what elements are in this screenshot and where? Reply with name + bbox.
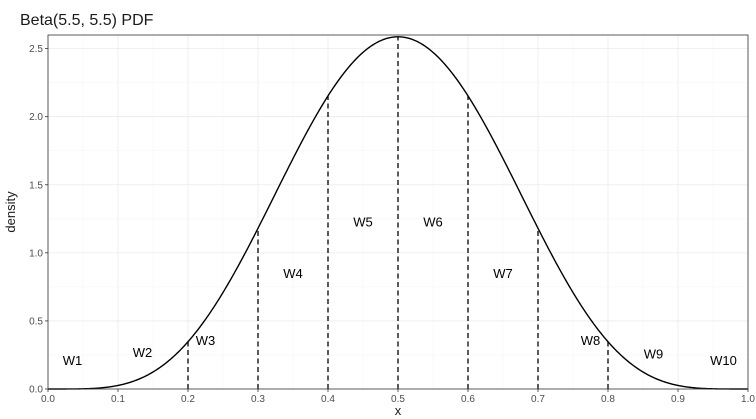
region-label-w4: W4: [283, 266, 303, 281]
dividers: [187, 36, 609, 389]
x-tick-label: 0.7: [531, 394, 545, 405]
y-tick-label: 0.0: [29, 385, 43, 396]
y-tick-label: 1.5: [29, 180, 43, 191]
y-tick-label: 2.0: [29, 112, 43, 123]
region-label-w7: W7: [493, 266, 513, 281]
region-label-w8: W8: [581, 333, 601, 348]
chart-title: Beta(5.5, 5.5) PDF: [20, 12, 154, 29]
x-tick-label: 0.8: [601, 394, 615, 405]
region-label-w6: W6: [423, 214, 443, 229]
x-tick-label: 0.9: [671, 394, 685, 405]
x-tick-label: 0.2: [181, 394, 195, 405]
axis-ticks: 0.0 0.1 0.2 0.3 0.4 0.5 0.6 0.7 0.8 0.9 1.0 0.0 0.5 1…: [29, 44, 755, 405]
x-tick-label: 0.4: [321, 394, 335, 405]
region-label-w3: W3: [196, 333, 216, 348]
x-tick-label: 0.3: [251, 394, 265, 405]
x-tick-label: 0.6: [461, 394, 475, 405]
region-labels: W1 W2 W3 W4 W5 W6 W7 W8 W9 W10: [63, 214, 737, 368]
region-label-w2: W2: [133, 345, 153, 360]
region-label-w1: W1: [63, 353, 83, 368]
region-label-w9: W9: [644, 346, 664, 361]
pdf-curve: [48, 36, 748, 390]
y-tick-label: 1.0: [29, 248, 43, 259]
x-tick-label: 1.0: [741, 394, 755, 405]
y-axis-title: density: [3, 191, 18, 233]
y-tick-label: 0.5: [29, 316, 43, 327]
pdf-curve-layer: [48, 36, 748, 390]
region-label-w5: W5: [353, 214, 373, 229]
x-tick-label: 0.0: [41, 394, 55, 405]
x-tick-label: 0.1: [111, 394, 125, 405]
x-axis-title: x: [395, 403, 402, 418]
y-tick-label: 2.5: [29, 44, 43, 55]
region-label-w10: W10: [710, 353, 737, 368]
x-tick-label: 0.5: [391, 394, 405, 405]
